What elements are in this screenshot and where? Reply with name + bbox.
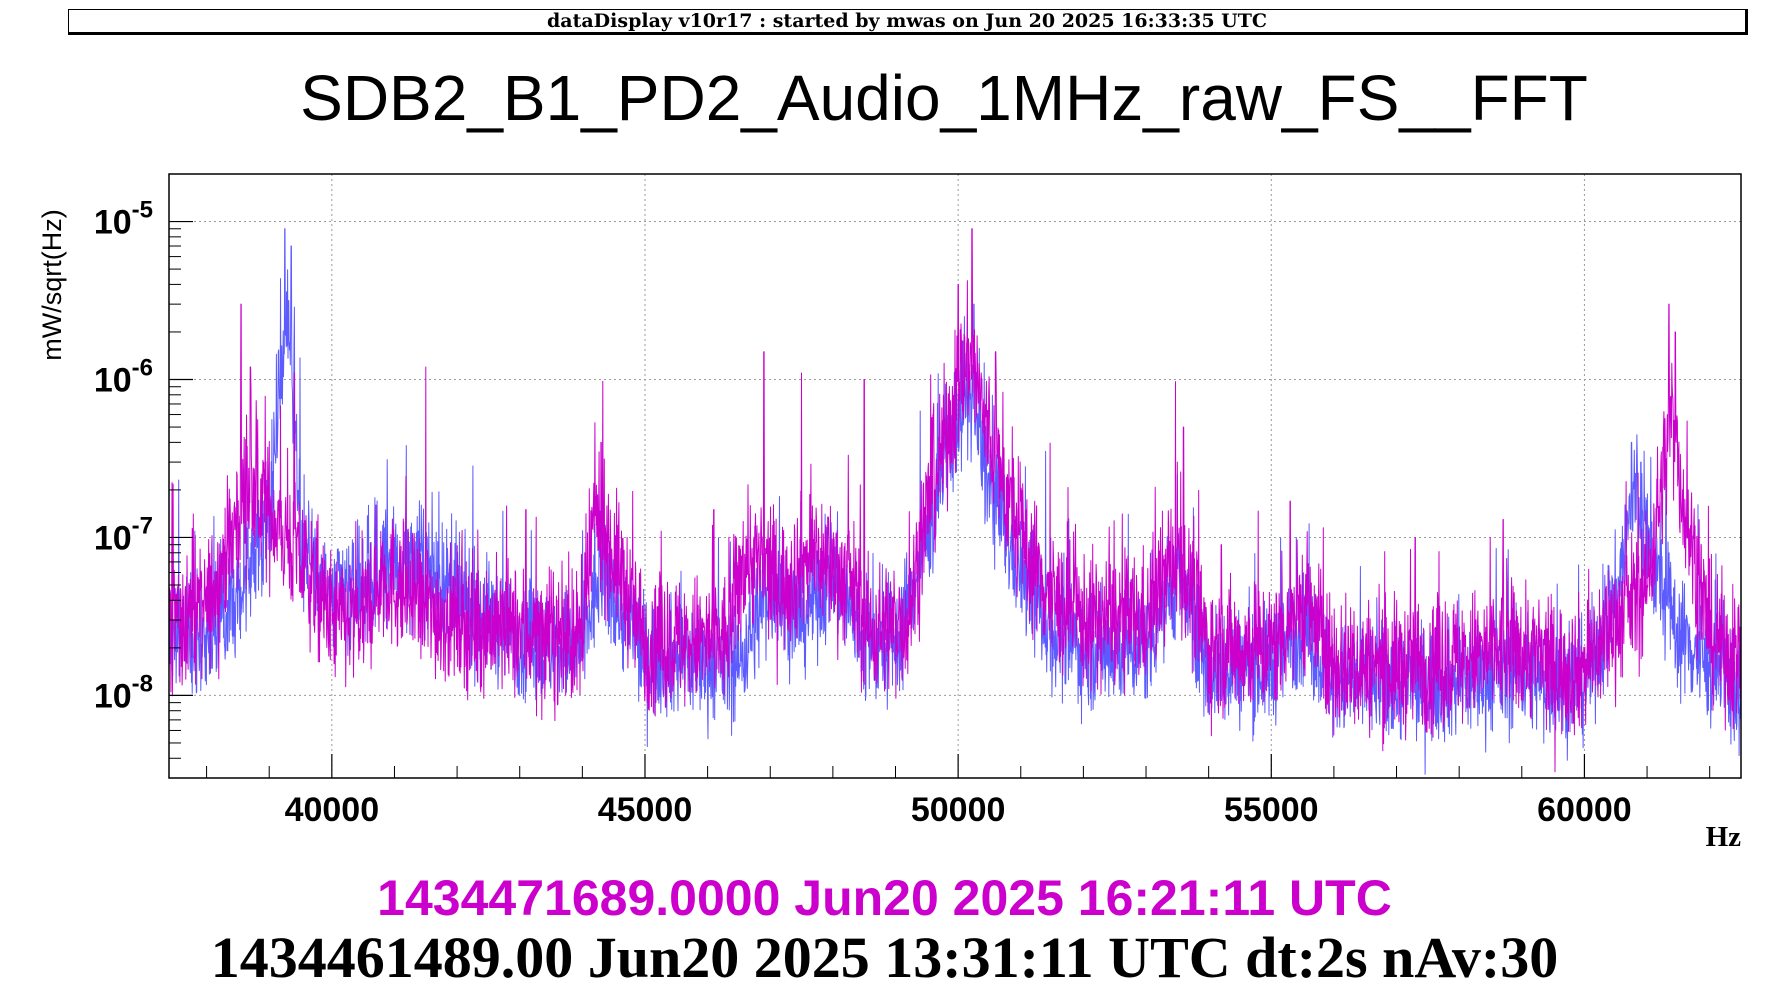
axis-ticks: 40000 45000 50000 55000 60000 10-8 10-7 10-6 10-…	[94, 173, 1711, 829]
x-axis-label: Hz	[1706, 821, 1742, 853]
x-tick-label: 60000	[1537, 791, 1632, 829]
y-tick-label: 10-5	[94, 197, 153, 242]
x-tick-label: 55000	[1224, 791, 1319, 829]
y-axis-label: mW/sqrt(Hz)	[37, 209, 67, 360]
y-tick-label: 10-7	[94, 512, 153, 557]
series-line-1	[168, 228, 1742, 775]
x-tick-label: 40000	[285, 791, 380, 829]
x-tick-label: 50000	[911, 791, 1006, 829]
legend-current-trace: 1434461489.00 Jun20 2025 13:31:11 UTC dt…	[210, 925, 1559, 990]
y-tick-label: 10-8	[94, 670, 153, 715]
series-line-2	[168, 228, 1742, 773]
chart-title: SDB2_B1_PD2_Audio_1MHz_raw_FS__FFT	[300, 62, 1588, 134]
x-tick-label: 45000	[598, 791, 693, 829]
plot-series	[168, 228, 1742, 775]
header-banner: dataDisplay v10r17 : started by mwas on …	[68, 9, 1748, 35]
plot-frame	[168, 173, 1742, 779]
legend-reference-trace: 1434471689.0000 Jun20 2025 16:21:11 UTC	[377, 870, 1392, 926]
y-tick-label: 10-6	[94, 355, 153, 400]
